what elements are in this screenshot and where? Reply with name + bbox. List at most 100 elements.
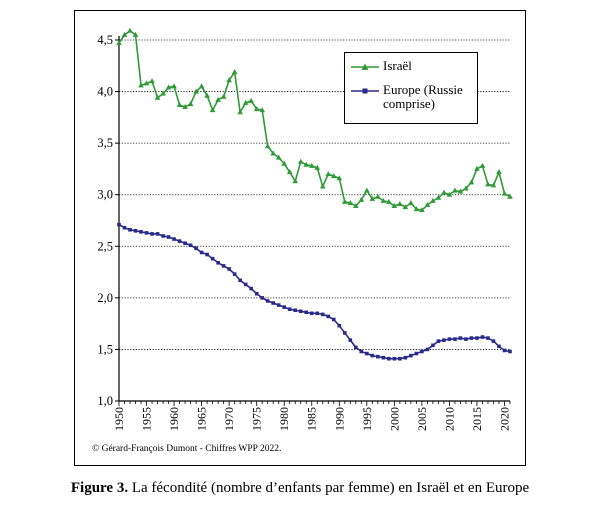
- data-point-israel: [275, 154, 282, 160]
- data-point-israel: [198, 83, 205, 89]
- data-point-israel: [358, 196, 365, 202]
- x-tick-label: 1990: [332, 407, 346, 431]
- x-tick-label: 1950: [112, 407, 126, 431]
- data-point-europe: [254, 291, 259, 296]
- data-point-israel: [165, 84, 172, 90]
- data-point-israel: [281, 160, 288, 166]
- data-point-israel: [286, 169, 293, 175]
- data-point-israel: [264, 143, 271, 149]
- x-tick-label: 1980: [277, 407, 291, 431]
- data-point-israel: [314, 164, 321, 170]
- copyright-credit: © Gérard-François Dumont - Chiffres WPP …: [92, 444, 282, 454]
- data-point-israel: [242, 99, 249, 105]
- data-point-europe: [172, 237, 176, 241]
- data-point-europe: [326, 314, 331, 319]
- data-point-israel: [308, 162, 315, 168]
- y-tick-label: 2,0: [97, 291, 113, 305]
- data-point-europe: [491, 339, 496, 343]
- y-tick-label: 3,5: [97, 136, 113, 150]
- data-point-europe: [128, 227, 132, 232]
- data-point-europe: [188, 243, 193, 248]
- x-tick-label: 2005: [415, 407, 429, 431]
- data-point-europe: [398, 356, 402, 361]
- data-point-israel: [353, 203, 359, 209]
- x-tick-label: 2015: [470, 407, 484, 431]
- y-tick-label: 3,0: [97, 188, 113, 202]
- data-point-israel: [132, 31, 139, 37]
- data-point-europe: [249, 286, 253, 291]
- data-point-israel: [143, 80, 150, 86]
- data-point-israel: [413, 206, 420, 212]
- data-point-europe: [139, 230, 143, 234]
- data-point-europe: [227, 267, 231, 271]
- data-point-europe: [194, 246, 198, 251]
- data-point-israel: [386, 198, 392, 204]
- y-tick-label: 1,5: [97, 342, 113, 356]
- y-tick-label: 2,5: [97, 239, 113, 253]
- data-point-israel: [468, 179, 475, 185]
- x-tick-label: 2020: [497, 407, 511, 431]
- data-point-europe: [365, 351, 369, 356]
- data-point-europe: [210, 256, 215, 261]
- data-point-israel: [408, 199, 414, 205]
- data-point-europe: [122, 225, 127, 230]
- data-point-israel: [187, 100, 194, 106]
- data-point-europe: [376, 354, 380, 359]
- data-point-israel: [369, 195, 376, 201]
- data-point-europe: [155, 232, 160, 236]
- data-point-europe: [337, 323, 342, 328]
- data-point-europe: [348, 338, 353, 342]
- figure-caption: Figure 3. La fécondité (nombre d’enfants…: [0, 480, 600, 497]
- data-point-israel: [160, 90, 166, 96]
- data-point-israel: [441, 189, 447, 195]
- data-point-europe: [464, 337, 468, 341]
- data-point-europe: [150, 232, 154, 236]
- data-point-europe: [293, 308, 298, 313]
- data-point-europe: [469, 336, 474, 340]
- legend: Israël Europe (Russie comprise): [344, 52, 478, 124]
- data-point-europe: [420, 349, 424, 354]
- data-point-israel: [375, 193, 381, 199]
- data-point-israel: [457, 188, 464, 194]
- data-point-israel: [341, 198, 348, 204]
- data-point-europe: [287, 307, 292, 312]
- data-point-europe: [453, 337, 457, 341]
- data-point-israel: [297, 158, 304, 164]
- y-tick-label: 1,0: [97, 394, 113, 408]
- x-tick-label: 1960: [167, 407, 181, 431]
- data-point-israel: [380, 197, 387, 203]
- figure-label: Figure 3.: [70, 480, 129, 496]
- data-point-europe: [282, 305, 287, 309]
- data-point-israel: [446, 191, 453, 197]
- data-point-israel: [391, 203, 398, 209]
- data-point-europe: [260, 296, 264, 300]
- data-point-israel: [430, 197, 436, 203]
- legend-swatch-israel: [351, 63, 379, 70]
- data-point-europe: [409, 353, 413, 358]
- figure-caption-text: La fécondité (nombre d’enfants par femme…: [128, 480, 530, 496]
- data-point-israel: [292, 178, 299, 184]
- legend-label-europe: Europe (Russie comprise): [383, 82, 463, 111]
- data-point-israel: [303, 161, 310, 167]
- data-point-israel: [479, 162, 486, 168]
- data-point-europe: [436, 339, 441, 343]
- data-point-israel: [347, 199, 354, 205]
- data-point-europe: [431, 343, 435, 348]
- data-point-europe: [309, 311, 314, 316]
- x-tick-label: 2000: [387, 407, 401, 431]
- data-point-europe: [370, 353, 375, 358]
- x-tick-label: 2010: [442, 407, 456, 431]
- data-point-europe: [387, 356, 391, 361]
- data-point-israel: [270, 150, 276, 156]
- x-tick-label: 1955: [140, 407, 154, 431]
- data-point-israel: [204, 92, 210, 98]
- data-point-europe: [243, 282, 248, 287]
- data-point-israel: [149, 78, 155, 84]
- data-point-europe: [502, 348, 507, 353]
- data-point-israel: [452, 187, 458, 193]
- data-point-israel: [485, 181, 491, 187]
- data-point-israel: [237, 109, 243, 115]
- data-point-israel: [154, 94, 161, 100]
- data-point-europe: [238, 278, 242, 283]
